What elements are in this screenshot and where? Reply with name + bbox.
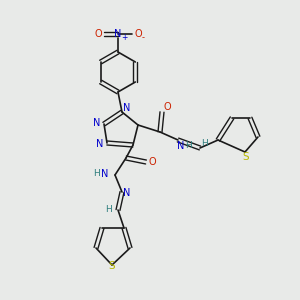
Text: N: N [177,141,185,151]
Text: N: N [101,169,109,179]
Text: N: N [123,188,131,198]
Text: H: H [94,169,100,178]
Text: H: H [202,139,208,148]
Text: N: N [96,139,104,149]
Text: O: O [134,29,142,39]
Text: S: S [109,261,115,271]
Text: O: O [148,157,156,167]
Text: N: N [123,103,131,113]
Text: H: H [106,205,112,214]
Text: H: H [184,142,191,151]
Text: N: N [114,29,122,39]
Text: O: O [163,102,171,112]
Text: O: O [94,29,102,39]
Text: -: - [142,34,145,43]
Text: S: S [243,152,249,162]
Text: N: N [93,118,101,128]
Text: +: + [121,32,127,41]
